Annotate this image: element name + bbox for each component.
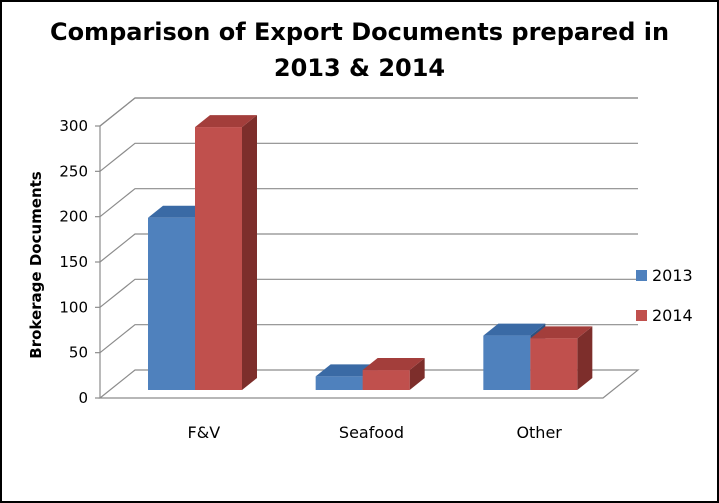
chart-legend: 2013 2014	[636, 266, 693, 325]
y-tick-label: 0	[78, 389, 88, 407]
y-tick-label: 50	[69, 344, 88, 362]
bar-top	[530, 326, 593, 339]
legend-swatch-2013	[636, 270, 647, 281]
back-wall-top	[99, 97, 638, 127]
x-axis-categories: F&V Seafood Other	[188, 423, 563, 442]
legend-swatch-2014	[636, 310, 647, 321]
chart-bars	[148, 115, 593, 391]
bar-side	[409, 358, 425, 390]
y-axis-label: Brokerage Documents	[27, 171, 45, 359]
chart-title: Comparison of Export Documents prepared …	[0, 14, 719, 86]
y-axis-ticks: 0 50 100 150 200 250 300	[59, 117, 100, 407]
gridline	[99, 142, 638, 172]
chart-title-line1: Comparison of Export Documents prepared …	[49, 18, 670, 46]
bar-2014-Other	[530, 326, 593, 390]
chart-gridlines	[99, 97, 638, 354]
gridline	[99, 188, 638, 218]
bar-front	[362, 370, 410, 390]
gridline	[99, 278, 638, 308]
bar-front	[483, 335, 531, 390]
bar-top	[148, 205, 210, 218]
x-category-label: F&V	[188, 423, 221, 442]
bar-2014-F&V	[195, 115, 257, 391]
legend-label-2014: 2014	[652, 306, 693, 325]
bar-top	[195, 115, 257, 128]
bar-top	[362, 358, 425, 371]
gridline	[99, 233, 638, 263]
x-category-label: Seafood	[339, 423, 404, 442]
y-tick-label: 250	[59, 162, 88, 180]
bar-side	[577, 326, 593, 390]
bar-front	[148, 217, 195, 390]
gridline	[99, 97, 638, 127]
y-tick-label: 100	[59, 298, 88, 316]
y-tick-label: 200	[59, 208, 88, 226]
y-tick-label: 300	[59, 117, 88, 135]
x-category-label: Other	[516, 423, 562, 442]
bar-front	[530, 338, 578, 390]
bar-front	[195, 127, 242, 391]
bar-side	[242, 115, 257, 391]
bar-front	[315, 376, 363, 390]
legend-label-2013: 2013	[652, 266, 693, 285]
bar-2014-Seafood	[362, 358, 425, 390]
chart-title-line2: 2013 & 2014	[273, 54, 446, 82]
y-tick-label: 150	[59, 253, 88, 271]
gridline	[99, 324, 638, 354]
bar-top	[483, 323, 546, 336]
bar-top	[315, 364, 378, 377]
